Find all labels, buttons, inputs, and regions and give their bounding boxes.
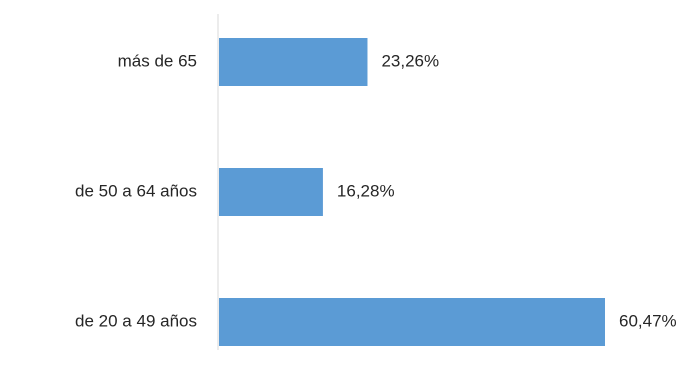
category-label: de 50 a 64 años	[75, 181, 197, 200]
value-label: 16,28%	[337, 181, 395, 200]
category-label: de 20 a 49 años	[75, 311, 197, 330]
category-labels-group: más de 65 de 50 a 64 años de 20 a 49 años	[75, 51, 197, 330]
bar	[219, 38, 368, 86]
category-label: más de 65	[118, 51, 197, 70]
value-labels-group: 23,26% 16,28% 60,47%	[337, 51, 677, 330]
bars-group	[219, 38, 605, 346]
value-label: 60,47%	[619, 311, 677, 330]
value-label: 23,26%	[381, 51, 439, 70]
bar	[219, 298, 605, 346]
bar	[219, 168, 323, 216]
